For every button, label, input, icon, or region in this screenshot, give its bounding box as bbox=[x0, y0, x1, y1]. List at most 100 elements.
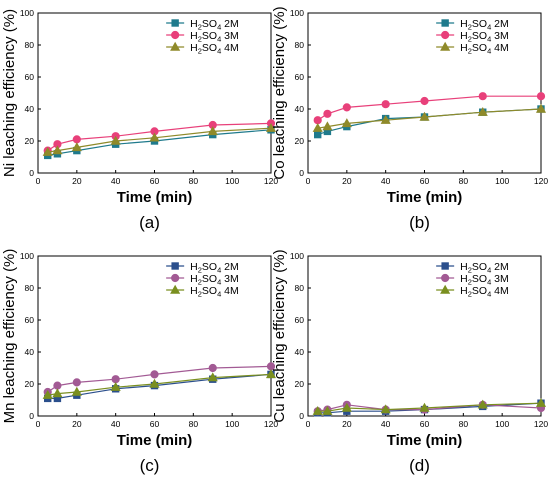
x-tick-label: 120 bbox=[264, 419, 278, 429]
data-point bbox=[207, 126, 218, 136]
x-tick-label: 20 bbox=[72, 176, 82, 186]
y-axis-label: Cu leaching efficiency (%) bbox=[271, 249, 288, 422]
legend-marker bbox=[441, 30, 450, 40]
legend-label: H2SO4 4M bbox=[190, 285, 239, 299]
legend-marker bbox=[441, 19, 449, 27]
panel-label: (a) bbox=[139, 213, 160, 232]
legend-text-part: SO bbox=[202, 285, 217, 297]
data-point bbox=[314, 130, 322, 139]
y-tick-label: 80 bbox=[25, 283, 35, 293]
data-point bbox=[52, 388, 63, 398]
legend-item: H2SO4 3M bbox=[166, 30, 239, 44]
legend-subscript: 2 bbox=[468, 266, 472, 275]
x-tick-label: 120 bbox=[264, 176, 278, 186]
data-point bbox=[150, 370, 159, 379]
y-tick-label: 80 bbox=[295, 40, 305, 50]
data-point bbox=[149, 378, 160, 388]
legend-text-part: H bbox=[190, 42, 198, 54]
series-line bbox=[47, 365, 272, 393]
legend-text-part: SO bbox=[202, 42, 217, 54]
legend-text-part: 4M bbox=[491, 42, 509, 54]
y-tick-label: 100 bbox=[20, 8, 34, 18]
x-tick-label: 80 bbox=[189, 419, 199, 429]
legend-subscript: 4 bbox=[217, 35, 221, 44]
x-tick-label: 80 bbox=[459, 419, 469, 429]
y-tick-label: 40 bbox=[295, 347, 305, 357]
legend-label: H2SO4 3M bbox=[190, 273, 239, 287]
legend-subscript: 4 bbox=[487, 47, 491, 56]
y-tick-label: 100 bbox=[290, 251, 304, 261]
data-point bbox=[477, 106, 488, 116]
legend-text-part: H bbox=[460, 273, 468, 285]
y-tick-label: 20 bbox=[295, 379, 305, 389]
legend-label: H2SO4 2M bbox=[460, 18, 509, 32]
legend-text-part: 3M bbox=[491, 30, 509, 42]
data-point bbox=[71, 142, 82, 152]
x-tick-label: 0 bbox=[306, 419, 311, 429]
panel-label: (c) bbox=[140, 456, 160, 475]
legend-marker bbox=[440, 284, 451, 294]
y-tick-label: 0 bbox=[299, 411, 304, 421]
legend-subscript: 4 bbox=[217, 23, 221, 32]
data-point bbox=[322, 121, 333, 131]
y-tick-label: 40 bbox=[25, 104, 35, 114]
data-point bbox=[313, 116, 322, 125]
legend-label: H2SO4 2M bbox=[190, 261, 239, 275]
data-point bbox=[208, 363, 217, 373]
data-point bbox=[71, 386, 82, 396]
legend-subscript: 2 bbox=[198, 35, 202, 44]
legend-subscript: 4 bbox=[487, 290, 491, 299]
legend-text-part: H bbox=[190, 30, 198, 42]
legend-subscript: 2 bbox=[468, 23, 472, 32]
legend-text-part: 2M bbox=[221, 261, 239, 273]
x-tick-label: 80 bbox=[459, 176, 469, 186]
data-point bbox=[110, 381, 121, 391]
legend-subscript: 4 bbox=[217, 47, 221, 56]
data-point bbox=[52, 145, 63, 155]
legend-text-part: SO bbox=[472, 285, 487, 297]
panel-label: (b) bbox=[409, 213, 430, 232]
x-tick-label: 40 bbox=[111, 176, 121, 186]
legend-text-part: 4M bbox=[221, 285, 239, 297]
legend-text-part: SO bbox=[202, 18, 217, 30]
legend-text-part: 2M bbox=[491, 18, 509, 30]
x-axis-label: Time (min) bbox=[387, 189, 463, 206]
y-tick-label: 20 bbox=[25, 379, 35, 389]
legend-item: H2SO4 3M bbox=[166, 273, 239, 287]
legend-label: H2SO4 4M bbox=[460, 285, 509, 299]
legend-item: H2SO4 4M bbox=[436, 284, 509, 299]
y-tick-label: 60 bbox=[25, 315, 35, 325]
x-tick-label: 80 bbox=[189, 176, 199, 186]
legend-marker bbox=[171, 273, 180, 283]
data-point bbox=[207, 372, 218, 382]
y-tick-label: 20 bbox=[25, 136, 35, 146]
legend-text-part: 2M bbox=[491, 261, 509, 273]
y-tick-label: 20 bbox=[295, 136, 305, 146]
legend-label: H2SO4 4M bbox=[460, 42, 509, 56]
legend-subscript: 2 bbox=[468, 290, 472, 299]
y-axis-label: Ni leaching efficiency (%) bbox=[1, 9, 18, 177]
x-tick-label: 40 bbox=[111, 419, 121, 429]
legend-text-part: SO bbox=[472, 261, 487, 273]
y-tick-label: 60 bbox=[295, 315, 305, 325]
data-point bbox=[265, 122, 277, 132]
legend-text-part: 4M bbox=[491, 285, 509, 297]
legend-item: H2SO4 2M bbox=[166, 261, 239, 275]
legend-label: H2SO4 4M bbox=[190, 42, 239, 56]
data-point bbox=[419, 402, 430, 412]
x-tick-label: 60 bbox=[420, 176, 430, 186]
legend-subscript: 4 bbox=[487, 266, 491, 275]
legend-label: H2SO4 2M bbox=[190, 18, 239, 32]
legend-item: H2SO4 3M bbox=[436, 30, 509, 44]
x-tick-label: 60 bbox=[420, 419, 430, 429]
data-point bbox=[380, 114, 391, 124]
data-point bbox=[149, 132, 160, 142]
x-tick-label: 40 bbox=[381, 176, 391, 186]
chart-panel-c: 0 20 40 60 80 100 120 0 20 40 60 80 100 Time (min) Mn … bbox=[1, 249, 278, 475]
series-circle bbox=[43, 362, 276, 397]
legend-text-part: 2M bbox=[221, 18, 239, 30]
legend-text-part: 3M bbox=[221, 30, 239, 42]
y-axis-label: Mn leaching efficiency (%) bbox=[1, 249, 18, 424]
